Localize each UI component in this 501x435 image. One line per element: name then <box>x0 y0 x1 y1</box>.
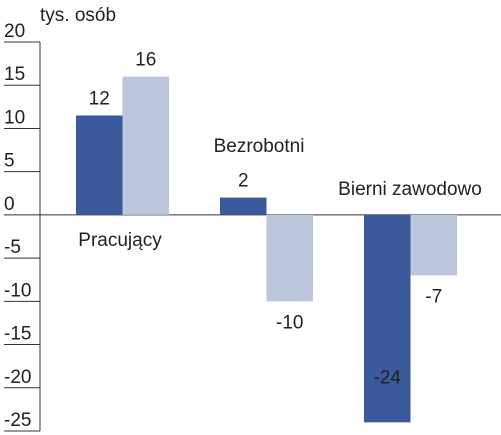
y-tick-label: -15 <box>4 324 31 345</box>
y-tick-label: 0 <box>4 194 15 215</box>
bar <box>410 214 457 276</box>
bar <box>266 214 313 302</box>
value-label: -24 <box>374 368 402 389</box>
y-tick-label: -5 <box>4 237 21 258</box>
category-label: Pracujący <box>78 230 162 251</box>
y-axis-title: tys. osób <box>40 5 116 26</box>
category-label: Bierni zawodowo <box>338 179 482 200</box>
y-tick-label: 5 <box>4 151 15 172</box>
bar <box>220 197 267 215</box>
y-tick-label: -10 <box>4 280 31 301</box>
value-label: 16 <box>135 50 156 71</box>
value-label: -7 <box>425 286 442 307</box>
y-tick-label: 15 <box>4 64 25 85</box>
y-tick-label: -25 <box>4 410 31 431</box>
bar <box>76 115 123 215</box>
y-tick-label: 20 <box>4 21 25 42</box>
y-tick-label: -20 <box>4 367 31 388</box>
value-label: 12 <box>89 88 110 109</box>
y-tick-label: 10 <box>4 107 25 128</box>
value-label: 2 <box>238 171 249 192</box>
category-label: Bezrobotni <box>214 136 305 157</box>
bar <box>364 214 411 423</box>
bar <box>122 76 169 215</box>
value-label: -10 <box>276 312 303 333</box>
